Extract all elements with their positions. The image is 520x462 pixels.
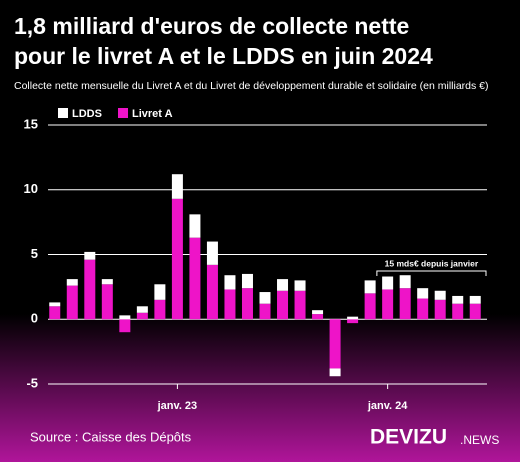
- bar: [101, 279, 113, 285]
- bar: [417, 288, 429, 299]
- bar: [119, 319, 131, 333]
- bar: [189, 214, 201, 238]
- chart-title: 1,8 milliard d'euros de collecte nette: [14, 13, 409, 39]
- chart-title: pour le livret A et le LDDS en juin 2024: [14, 43, 433, 69]
- bar: [434, 290, 446, 300]
- bar: [206, 241, 218, 265]
- legend-label: LDDS: [72, 108, 102, 120]
- bar: [241, 288, 253, 320]
- bar: [154, 284, 166, 300]
- y-tick-label: 10: [24, 181, 38, 196]
- y-tick-label: 0: [31, 311, 38, 326]
- bar: [171, 174, 183, 199]
- bar: [49, 306, 61, 320]
- bar: [136, 306, 148, 313]
- bar: [224, 275, 236, 290]
- bar: [241, 273, 253, 289]
- x-tick-label: janv. 24: [367, 400, 408, 412]
- bar: [399, 275, 411, 289]
- bar: [382, 289, 394, 320]
- bar: [329, 368, 341, 377]
- bar: [452, 295, 464, 304]
- brand-suffix: .NEWS: [460, 433, 499, 447]
- annotation-bracket: [376, 270, 487, 276]
- bar: [66, 279, 78, 286]
- bar: [66, 285, 78, 320]
- y-tick-label: 5: [31, 246, 38, 261]
- bar: [329, 319, 341, 369]
- y-tick-label: -5: [26, 375, 38, 390]
- bar: [312, 314, 324, 320]
- legend-swatch: [118, 108, 128, 118]
- y-tick-label: 15: [24, 116, 38, 131]
- legend-swatch: [58, 108, 68, 118]
- bar: [277, 279, 289, 291]
- bar: [312, 310, 324, 315]
- bar: [452, 303, 464, 320]
- bar: [469, 303, 481, 320]
- bar: [417, 298, 429, 320]
- bar: [189, 237, 201, 320]
- legend-label: Livret A: [132, 108, 173, 120]
- bar: [364, 280, 376, 294]
- bar: [49, 302, 61, 307]
- bar: [399, 288, 411, 320]
- bar: [119, 315, 131, 320]
- annotation: 15 mds€ depuis janvier: [385, 258, 479, 268]
- bar: [84, 251, 96, 260]
- chart-subtitle: Collecte nette mensuelle du Livret A et …: [14, 80, 489, 92]
- bar: [294, 280, 306, 291]
- bar: [101, 284, 113, 320]
- bar: [171, 198, 183, 320]
- bar: [294, 290, 306, 320]
- bar: [469, 295, 481, 304]
- bar: [347, 319, 359, 324]
- bar: [364, 293, 376, 320]
- source: Source : Caisse des Dépôts: [30, 429, 192, 444]
- brand: DEVIZU: [370, 426, 447, 449]
- bar: [259, 292, 271, 304]
- bar: [224, 289, 236, 320]
- bar: [84, 259, 96, 320]
- bar: [434, 299, 446, 320]
- bar: [206, 264, 218, 320]
- x-tick-label: janv. 23: [157, 400, 198, 412]
- bar: [136, 312, 148, 320]
- bar: [277, 290, 289, 320]
- bar: [259, 303, 271, 320]
- bar: [382, 276, 394, 290]
- bar: [347, 316, 359, 320]
- bar: [154, 299, 166, 320]
